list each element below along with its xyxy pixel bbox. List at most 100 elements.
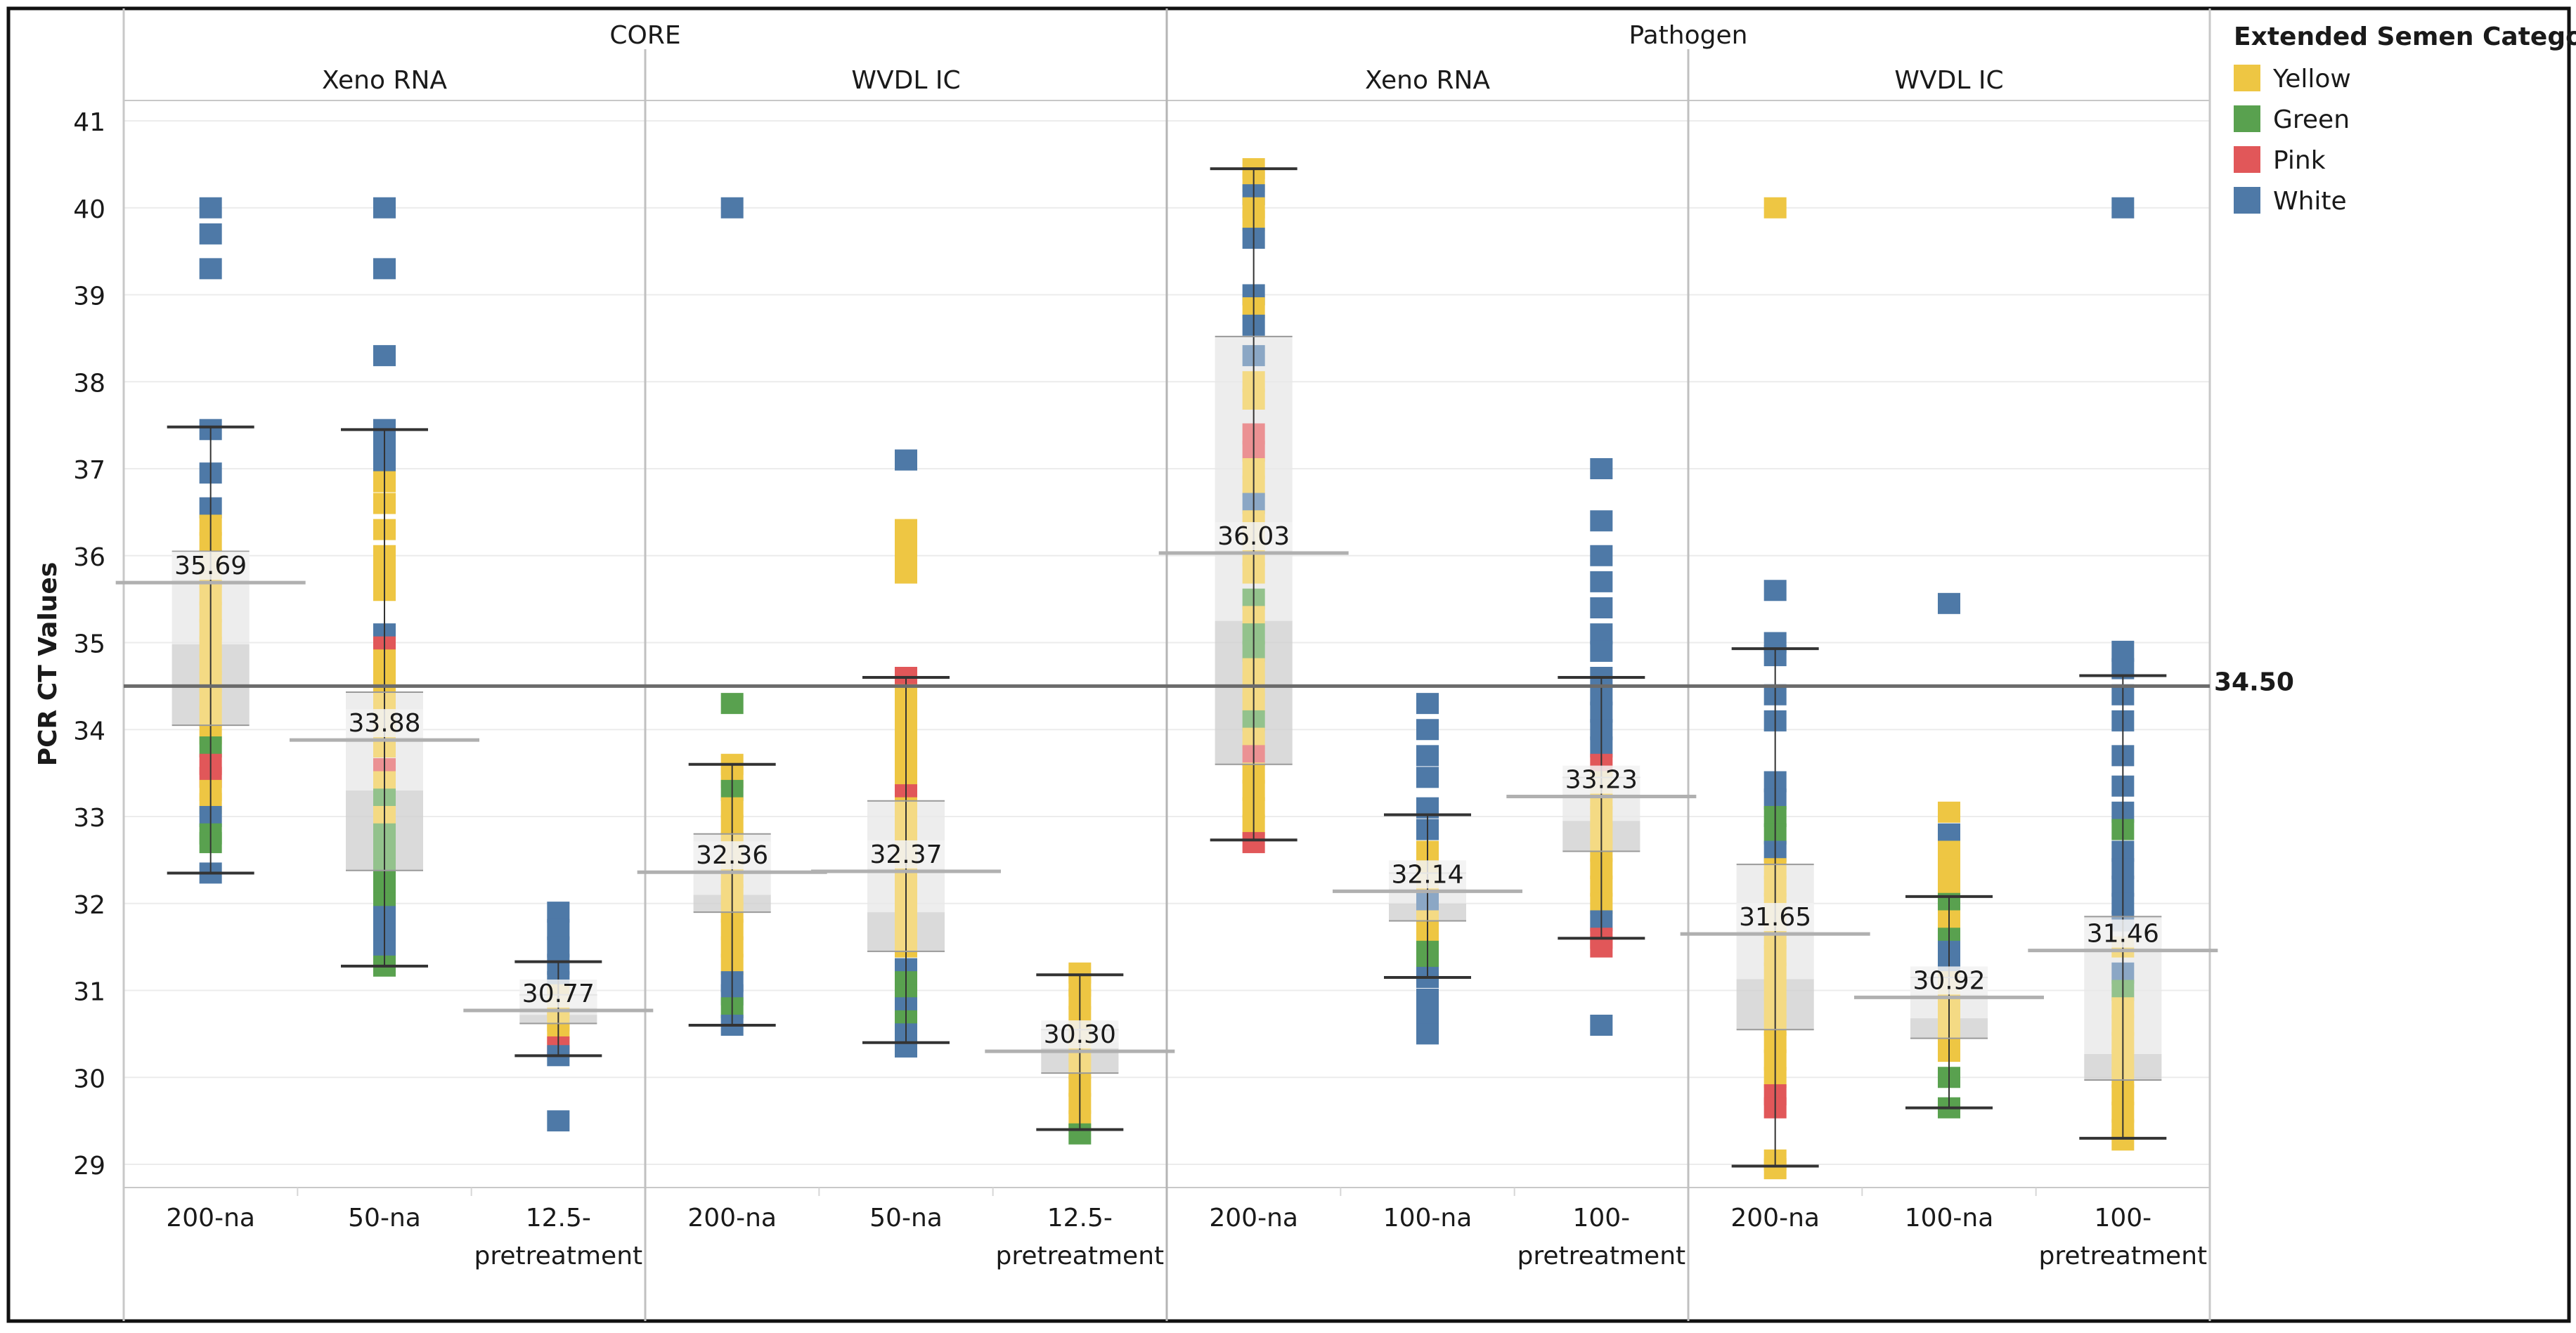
y-tick-label: 29 bbox=[73, 1152, 105, 1181]
mean-label: 35.69 bbox=[174, 552, 247, 580]
subgroup-header-label: WVDL IC bbox=[1894, 66, 2003, 95]
category-label: pretreatment bbox=[996, 1242, 1165, 1270]
data-point bbox=[1938, 801, 1960, 823]
category-label: 200-na bbox=[166, 1204, 255, 1233]
data-point bbox=[1590, 936, 1613, 958]
mean-label: 33.88 bbox=[348, 709, 420, 738]
mean-label-bg bbox=[1910, 966, 1988, 995]
y-tick-label: 30 bbox=[73, 1065, 105, 1093]
legend-label: Yellow bbox=[2272, 65, 2351, 93]
data-point bbox=[1590, 640, 1613, 662]
category-label: 50-na bbox=[869, 1204, 943, 1233]
mean-label: 31.46 bbox=[2087, 920, 2159, 949]
data-point bbox=[1590, 597, 1613, 618]
panel-frame-layer bbox=[6, 6, 2571, 1323]
subgroup-header-label: Xeno RNA bbox=[322, 66, 447, 95]
category-label: 50-na bbox=[348, 1204, 421, 1233]
mean-label: 31.65 bbox=[1739, 903, 1811, 932]
legend-swatch bbox=[2234, 146, 2260, 173]
data-point bbox=[1590, 571, 1613, 592]
subgroup-header-label: WVDL IC bbox=[851, 66, 960, 95]
group-header-label: Pathogen bbox=[1629, 21, 1748, 50]
y-tick-label: 34 bbox=[73, 717, 105, 746]
category-label: pretreatment bbox=[1517, 1242, 1686, 1270]
outer-border bbox=[6, 6, 2571, 1323]
mean-label-bg bbox=[693, 841, 771, 870]
reference-line-layer: 34.50 bbox=[124, 668, 2294, 696]
y-tick-label: 37 bbox=[73, 456, 105, 485]
data-point bbox=[1416, 767, 1439, 788]
mean-label-bg bbox=[171, 552, 250, 580]
y-tick-label: 39 bbox=[73, 282, 105, 311]
data-point bbox=[1590, 1015, 1613, 1036]
mean-label-bg bbox=[519, 979, 597, 1008]
y-axis-title: PCR CT Values bbox=[34, 562, 63, 767]
data-point bbox=[1590, 458, 1613, 479]
y-tick-label: 36 bbox=[73, 543, 105, 572]
mean-label-bg bbox=[346, 709, 423, 738]
legend-title: Extended Semen Category bbox=[2234, 22, 2576, 51]
data-point bbox=[199, 258, 222, 280]
data-point bbox=[1416, 719, 1439, 741]
category-label: 200-na bbox=[1730, 1204, 1820, 1233]
data-point bbox=[1590, 510, 1613, 532]
mean-label: 32.14 bbox=[1391, 860, 1463, 889]
legend-label: Green bbox=[2273, 105, 2350, 134]
mean-label-bg bbox=[1389, 860, 1466, 889]
mean-label: 30.30 bbox=[1044, 1020, 1116, 1049]
mean-label: 32.37 bbox=[869, 840, 942, 869]
data-point bbox=[1416, 1023, 1439, 1045]
labels-layer: 29 30 31 32 33 34 35 36 37 38 39 40 41 PCR CT Values C… bbox=[34, 21, 2207, 1270]
mean-label-bg bbox=[867, 840, 945, 869]
data-point bbox=[199, 197, 222, 219]
data-point bbox=[199, 223, 222, 245]
data-point bbox=[1416, 745, 1439, 767]
group-header-label: CORE bbox=[609, 21, 680, 50]
category-label: 200-na bbox=[1209, 1204, 1298, 1233]
mean-label-bg bbox=[1562, 765, 1640, 794]
reference-line-label: 34.50 bbox=[2214, 668, 2294, 696]
mean-label-bg bbox=[1215, 522, 1293, 551]
data-point bbox=[895, 449, 917, 471]
legend-label: Pink bbox=[2273, 146, 2326, 175]
data-point bbox=[720, 197, 744, 219]
category-label: 100- bbox=[2094, 1204, 2151, 1233]
mean-label: 30.77 bbox=[522, 980, 595, 1008]
subgroup-header-label: Xeno RNA bbox=[1365, 66, 1490, 95]
mean-label: 36.03 bbox=[1217, 522, 1290, 551]
data-point bbox=[1416, 693, 1439, 715]
data-point bbox=[373, 258, 396, 280]
data-point bbox=[1763, 580, 1787, 602]
y-tick-label: 41 bbox=[73, 108, 105, 137]
mean-label-bg bbox=[2084, 919, 2162, 948]
category-label: 100-na bbox=[1383, 1204, 1473, 1233]
mean-label-bg bbox=[1041, 1020, 1119, 1049]
category-label: 12.5- bbox=[1047, 1204, 1113, 1233]
data-point bbox=[373, 345, 396, 367]
y-tick-label: 35 bbox=[73, 630, 105, 659]
category-label: pretreatment bbox=[474, 1242, 643, 1270]
mean-label: 30.92 bbox=[1912, 966, 1985, 995]
y-tick-label: 33 bbox=[73, 804, 105, 833]
mean-label: 33.23 bbox=[1565, 766, 1638, 795]
legend: Extended Semen Category Yellow Green Pink Wh… bbox=[2234, 22, 2576, 216]
y-tick-label: 38 bbox=[73, 369, 105, 398]
y-tick-label: 32 bbox=[73, 891, 105, 920]
category-label: 100-na bbox=[1905, 1204, 1994, 1233]
data-point bbox=[1590, 545, 1613, 566]
category-label: pretreatment bbox=[2039, 1242, 2208, 1270]
mean-label: 32.36 bbox=[696, 841, 768, 870]
data-point bbox=[895, 562, 917, 584]
category-label: 200-na bbox=[687, 1204, 777, 1233]
data-point bbox=[720, 693, 744, 715]
category-label: 100- bbox=[1572, 1204, 1630, 1233]
data-point bbox=[1938, 592, 1960, 614]
data-point bbox=[547, 1110, 570, 1132]
y-tick-label: 40 bbox=[73, 195, 105, 224]
data-point bbox=[2111, 197, 2135, 219]
legend-swatch bbox=[2234, 65, 2260, 91]
data-point bbox=[373, 197, 396, 219]
legend-swatch bbox=[2234, 105, 2260, 132]
